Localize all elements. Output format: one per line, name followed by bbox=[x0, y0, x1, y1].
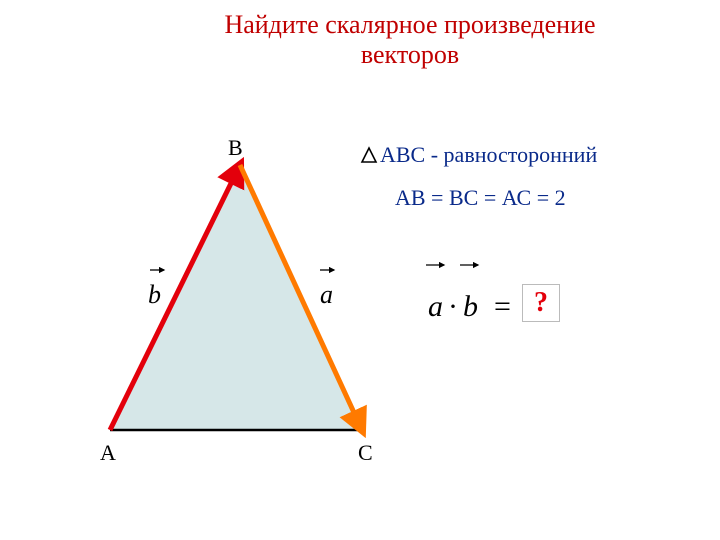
vector-label-a: a bbox=[320, 280, 333, 310]
page-title: Найдите скалярное произведение векторов bbox=[180, 10, 640, 70]
triangle-symbol-icon bbox=[362, 148, 376, 162]
info-equilateral: АВС - равносторонний bbox=[380, 142, 597, 168]
vector-label-b: b bbox=[148, 280, 161, 310]
vertex-label-b: В bbox=[228, 135, 243, 161]
vertex-label-a: А bbox=[100, 440, 116, 466]
vertex-label-c: С bbox=[358, 440, 373, 466]
formula-equals: = bbox=[494, 290, 511, 324]
formula-b: b bbox=[463, 290, 478, 324]
formula-dot: · bbox=[448, 290, 458, 324]
info-side-lengths: АВ = ВС = АС = 2 bbox=[395, 185, 566, 211]
formula-question-box: ? bbox=[522, 284, 560, 322]
formula-a: a bbox=[428, 290, 443, 324]
